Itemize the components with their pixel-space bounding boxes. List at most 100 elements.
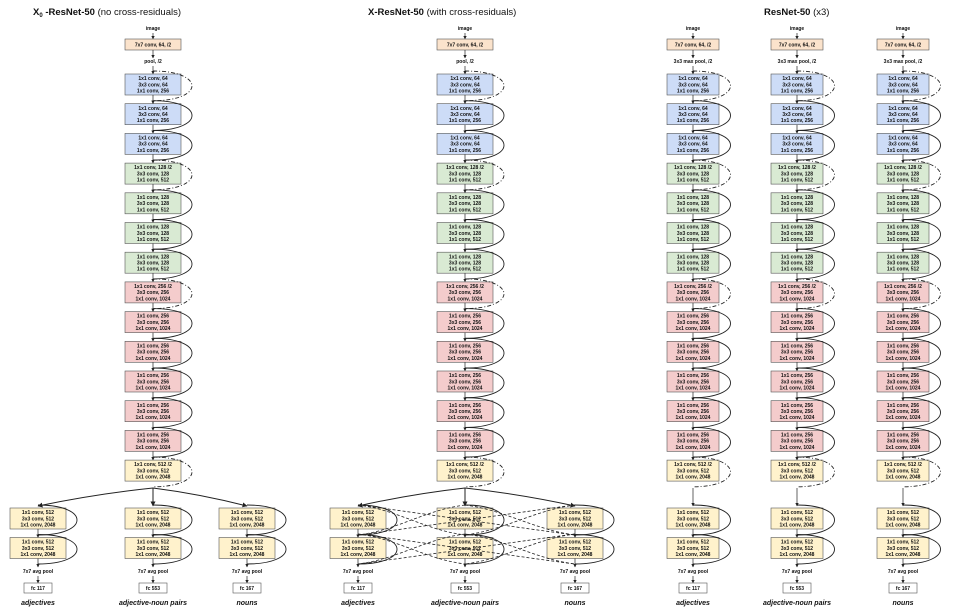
- r-anp-block-s2a-line: 1x1 conv, 128 /2: [778, 165, 816, 171]
- x-noun-block-s4-line: 1x1 conv, 512: [559, 510, 591, 516]
- x-anp-block-s4-line: 1x1 conv, 512: [449, 540, 481, 546]
- x0-noun-block-s4-line: 1x1 conv, 512: [231, 510, 263, 516]
- x-anp-skip: [464, 504, 505, 536]
- x-cross-residual: [357, 504, 576, 536]
- x-noun-block-s4-line: 1x1 conv, 2048: [558, 552, 593, 558]
- x0-block-s1-line: 1x1 conv, 256: [137, 118, 169, 124]
- r-adj-block-s4-line: 1x1 conv, 2048: [676, 523, 711, 529]
- x0-block-s3-line: 3x3 conv, 256: [137, 409, 169, 415]
- r-anp-skip: [796, 100, 835, 131]
- r-adj-block-s2-line: 1x1 conv, 512: [677, 267, 709, 273]
- r-noun-skip: [902, 308, 941, 339]
- r-noun-block-s1-line: 1x1 conv, 64: [888, 76, 918, 82]
- r-noun-skip: [902, 337, 941, 369]
- x-block-s3-line: 3x3 conv, 256: [449, 409, 481, 415]
- r-adj-block-s1-line: 1x1 conv, 256: [677, 89, 709, 95]
- x-block-s2-line: 3x3 conv, 128: [449, 231, 481, 237]
- x-branch-arrow: [464, 487, 576, 508]
- x-adj-head-label: adjectives: [341, 600, 375, 607]
- x0-adj-block-s4-line: 1x1 conv, 2048: [21, 552, 56, 558]
- r-anp-block-s2-line: 3x3 conv, 128: [781, 261, 813, 267]
- network-columns: image 7x7 conv, 64, /2 pool, /2 1x1 conv, 6…: [9, 26, 941, 607]
- x0-block-s4a-line: 1x1 conv, 512 /2: [134, 462, 172, 468]
- r-noun-block-s3-line: 1x1 conv, 256: [887, 403, 919, 409]
- x-block-s2-line: 1x1 conv, 512: [449, 207, 481, 213]
- r-anp-block-s1-line: 1x1 conv, 256: [781, 118, 813, 124]
- x0-adj-block-s4-line: 1x1 conv, 512: [22, 510, 54, 516]
- title-x0-resnet: X0 -ResNet-50 (no cross-residuals): [33, 7, 181, 19]
- x0-block-s3a-line: 1x1 conv, 1024: [136, 296, 171, 302]
- r-noun-block-s1-line: 3x3 conv, 64: [888, 82, 918, 88]
- x0-block-s3a-line: 1x1 conv, 256 /2: [134, 284, 172, 290]
- r-adj-skip: [692, 129, 731, 161]
- x0-anp-fc-label: fc 553: [146, 586, 160, 592]
- x-block-s3-line: 3x3 conv, 256: [449, 379, 481, 385]
- r-noun-fc-box: [888, 582, 918, 594]
- x0-block-s2a-line: 1x1 conv, 128 /2: [134, 165, 172, 171]
- r-noun-skip: [902, 100, 941, 131]
- x0-conv1-line: 7x7 conv, 64, /2: [135, 42, 172, 48]
- r-noun-block-s3a-line: 1x1 conv, 256 /2: [884, 284, 922, 290]
- r-adj-block-s1-line: 1x1 conv, 64: [678, 136, 708, 142]
- x0-skip: [152, 129, 193, 161]
- r-anp-block-s2a-line: 3x3 conv, 128: [781, 171, 813, 177]
- r-noun-block-s3-line: 3x3 conv, 256: [887, 379, 919, 385]
- x0-adj-skip: [37, 534, 78, 565]
- r-anp-block-s3-line: 1x1 conv, 256: [781, 403, 813, 409]
- x0-noun-block-s4-line: 1x1 conv, 2048: [230, 552, 265, 558]
- x0-block-s1-line: 1x1 conv, 256: [137, 148, 169, 154]
- r-adj-fc: fc 117: [678, 582, 708, 594]
- x0-noun-fc-box: [232, 582, 262, 594]
- r-noun-fc: fc 167: [888, 582, 918, 594]
- x-image-label: image: [458, 26, 473, 32]
- x0-pool-label: pool, /2: [144, 59, 162, 65]
- x-block-s3-line: 1x1 conv, 1024: [448, 326, 483, 332]
- x-adj-block-s4-line: 1x1 conv, 512: [342, 540, 374, 546]
- x-block-s3-line: 3x3 conv, 256: [449, 439, 481, 445]
- r-adj-block-s4a-line: 1x1 conv, 2048: [676, 475, 711, 481]
- x-skip: [464, 278, 505, 310]
- r-adj-block-s3-line: 3x3 conv, 256: [677, 409, 709, 415]
- r-noun-block-s3-line: 3x3 conv, 256: [887, 409, 919, 415]
- x-noun-block-s4-line: 3x3 conv, 512: [559, 546, 591, 552]
- x0-noun-fc-label: fc 167: [240, 586, 254, 592]
- x0-skip: [152, 397, 193, 428]
- r-adj-conv1-line: 7x7 conv, 64, /2: [675, 42, 712, 48]
- title-x-resnet: X-ResNet-50 (with cross-residuals): [368, 7, 516, 18]
- r-anp-avgpool: 7x7 avg pool: [782, 569, 813, 575]
- x0-block-s3-line: 3x3 conv, 256: [137, 379, 169, 385]
- x0-block-s2a-line: 1x1 conv, 512: [137, 178, 169, 184]
- r-anp-block-s3-line: 1x1 conv, 1024: [780, 356, 815, 362]
- x0-noun-block-s4-line: 1x1 conv, 2048: [230, 523, 265, 529]
- x-block-s1-line: 3x3 conv, 64: [450, 142, 480, 148]
- x-cross-residual: [357, 533, 576, 565]
- r-adj-image-label: image: [686, 26, 701, 32]
- x-block-s4a-line: 1x1 conv, 2048: [448, 475, 483, 481]
- x0-anp-fc: fc 553: [138, 582, 168, 594]
- r-noun-block-s4-line: 3x3 conv, 512: [887, 546, 919, 552]
- x-block-s3-line: 3x3 conv, 256: [449, 320, 481, 326]
- x-block-s3-line: 1x1 conv, 256: [449, 343, 481, 349]
- x-noun-fc-box: [560, 582, 590, 594]
- r-noun-block-s4a-line: 1x1 conv, 2048: [886, 475, 921, 481]
- r-anp-block-s3-line: 1x1 conv, 256: [781, 343, 813, 349]
- x0-adj-block-s4-line: 1x1 conv, 2048: [21, 523, 56, 529]
- x0-branch-arrow: [37, 487, 154, 508]
- r-adj-block-s3-line: 1x1 conv, 1024: [676, 386, 711, 392]
